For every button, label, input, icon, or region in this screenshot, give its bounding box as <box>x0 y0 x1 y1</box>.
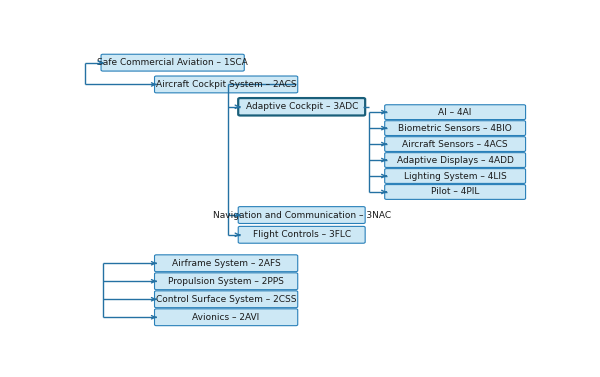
FancyBboxPatch shape <box>101 54 244 71</box>
Text: Control Surface System – 2CSS: Control Surface System – 2CSS <box>156 295 296 304</box>
Text: Adaptive Cockpit – 3ADC: Adaptive Cockpit – 3ADC <box>245 102 358 111</box>
Text: Safe Commercial Aviation – 1SCA: Safe Commercial Aviation – 1SCA <box>97 58 248 67</box>
FancyBboxPatch shape <box>385 153 526 167</box>
Text: Biometric Sensors – 4BIO: Biometric Sensors – 4BIO <box>398 124 512 133</box>
FancyBboxPatch shape <box>385 121 526 135</box>
FancyBboxPatch shape <box>155 291 298 308</box>
FancyBboxPatch shape <box>385 169 526 184</box>
Text: Adaptive Displays – 4ADD: Adaptive Displays – 4ADD <box>397 156 514 164</box>
FancyBboxPatch shape <box>385 137 526 152</box>
Text: AI – 4AI: AI – 4AI <box>439 108 472 116</box>
Text: Aircraft Sensors – 4ACS: Aircraft Sensors – 4ACS <box>403 139 508 149</box>
FancyBboxPatch shape <box>155 255 298 272</box>
Text: Lighting System – 4LIS: Lighting System – 4LIS <box>404 172 506 181</box>
FancyBboxPatch shape <box>155 273 298 290</box>
Text: Propulsion System – 2PPS: Propulsion System – 2PPS <box>168 277 284 286</box>
FancyBboxPatch shape <box>385 185 526 199</box>
FancyBboxPatch shape <box>238 226 365 243</box>
FancyBboxPatch shape <box>155 76 298 93</box>
FancyBboxPatch shape <box>155 309 298 326</box>
Text: Airframe System – 2AFS: Airframe System – 2AFS <box>172 259 281 268</box>
FancyBboxPatch shape <box>238 207 365 224</box>
FancyBboxPatch shape <box>238 98 365 115</box>
Text: Aircraft Cockpit System – 2ACS: Aircraft Cockpit System – 2ACS <box>156 80 296 89</box>
Text: Navigation and Communication – 3NAC: Navigation and Communication – 3NAC <box>212 211 391 219</box>
FancyBboxPatch shape <box>385 105 526 120</box>
Text: Avionics – 2AVI: Avionics – 2AVI <box>193 313 260 322</box>
Text: Pilot – 4PIL: Pilot – 4PIL <box>431 187 479 196</box>
Text: Flight Controls – 3FLC: Flight Controls – 3FLC <box>253 230 351 239</box>
